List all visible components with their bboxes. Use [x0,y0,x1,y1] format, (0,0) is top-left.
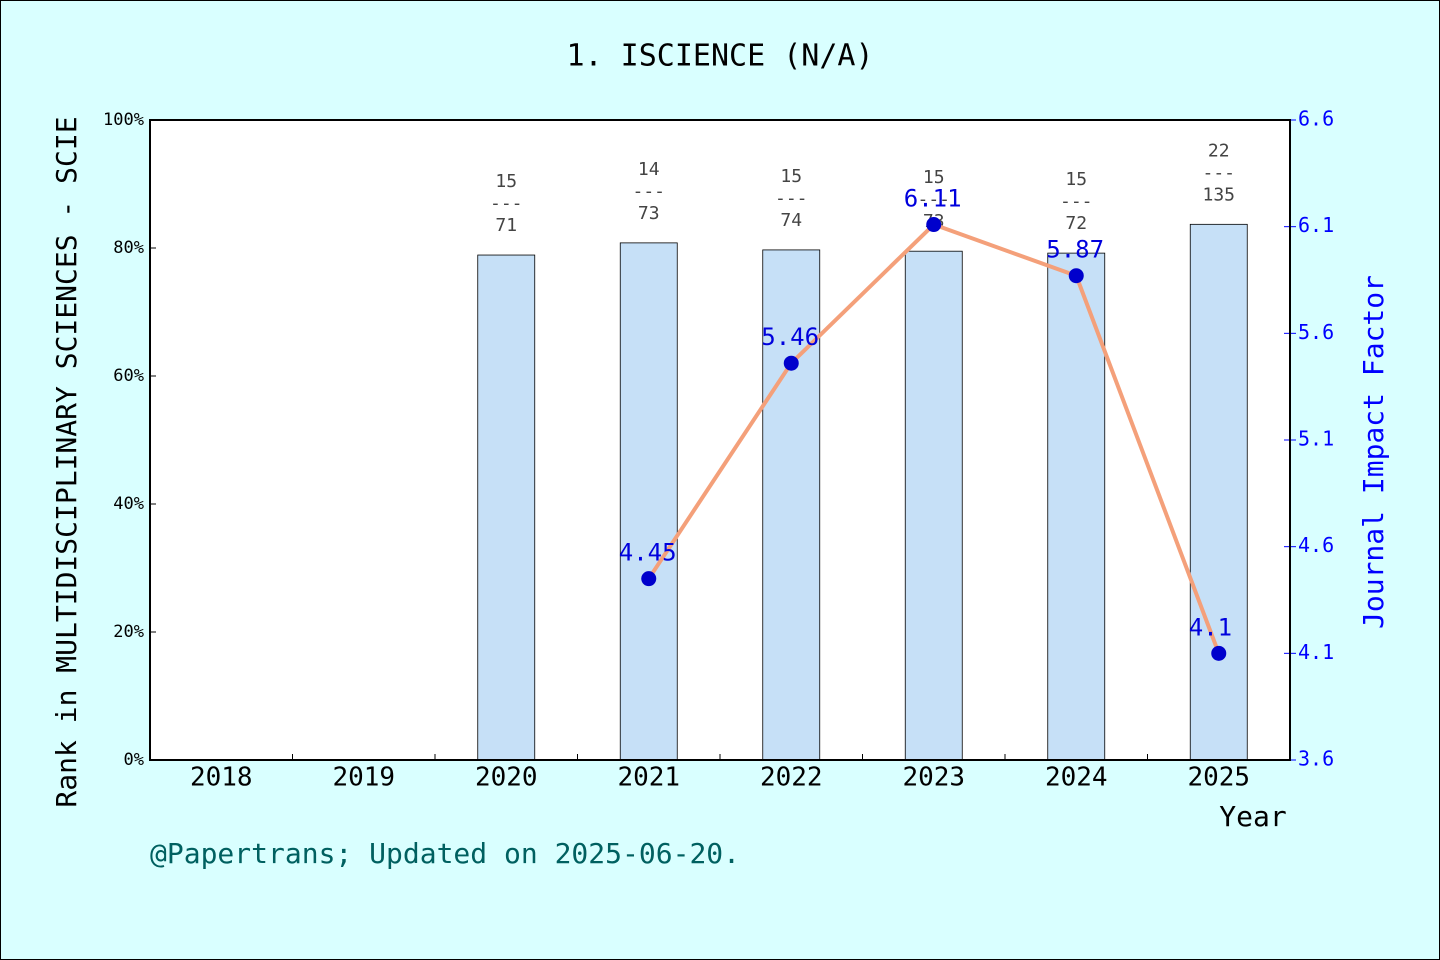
y2-tick-label: 4.1 [1298,640,1334,664]
rank-label: 73 [638,203,660,224]
point [926,217,942,233]
y2-tick-label: 4.6 [1298,533,1334,557]
rank-label: 71 [495,215,517,236]
y-tick-label: 20% [113,622,144,642]
rank-label: --- [1202,162,1235,183]
rank-label: 135 [1202,184,1235,205]
y2-tick-label: 3.6 [1298,747,1334,771]
value-label: 5.87 [1046,236,1104,264]
point [1211,645,1227,661]
bar [904,250,963,761]
bar [1047,252,1106,761]
value-label: 6.11 [904,185,962,213]
x-tick-label: 2020 [475,763,538,793]
rank-label: 72 [1065,213,1087,234]
value-label: 4.45 [619,539,677,567]
value-label: 4.1 [1189,613,1232,641]
rank-label: 15 [1065,169,1087,190]
rank-label: 14 [638,159,660,180]
y-tick-label: 100% [103,110,144,130]
x-tick-label: 2022 [760,763,823,793]
point [641,571,657,587]
bar [1189,223,1248,761]
rank-label: 15 [495,171,517,192]
x-tick-label: 2018 [190,763,253,793]
x-tick-label: 2025 [1187,763,1250,793]
x-tick-label: 2019 [332,763,395,793]
plot-area [150,120,1290,760]
y-axis-label: Rank in MULTIDISCIPLINARY SCIENCES - SCI… [50,116,83,807]
y2-axis-label: Journal Impact Factor [1357,275,1390,629]
x-tick-label: 2024 [1045,763,1108,793]
y2-tick-label: 5.6 [1298,320,1334,344]
rank-label: 15 [923,167,945,188]
rank-label: 22 [1208,140,1230,161]
footer: @Papertrans; Updated on 2025-06-20. [150,837,740,870]
y2-tick-label: 6.1 [1298,213,1334,237]
rank-label: --- [490,193,523,214]
x-tick-label: 2021 [617,763,680,793]
rank-label: --- [632,181,665,202]
bar [477,254,536,761]
point [783,355,799,371]
value-label: 5.46 [761,323,819,351]
y-tick-label: 40% [113,494,144,514]
rank-label: 74 [780,210,802,231]
bar [762,249,821,761]
rank-label: --- [775,188,808,209]
x-tick-label: 2023 [902,763,965,793]
rank-label: 15 [780,166,802,187]
y-tick-label: 80% [113,238,144,258]
y2-tick-label: 6.6 [1298,107,1334,131]
x-axis-label: Year [1219,800,1286,833]
plot-frame [149,119,1291,761]
y-tick-label: 60% [113,366,144,386]
y-tick-label: 0% [124,750,144,770]
chart-title: 1. ISCIENCE (N/A) [566,39,873,74]
rank-label: --- [1060,191,1093,212]
point [1068,268,1084,284]
bar [619,242,678,761]
y2-tick-label: 5.1 [1298,427,1334,451]
rank-label: --- [917,189,950,210]
